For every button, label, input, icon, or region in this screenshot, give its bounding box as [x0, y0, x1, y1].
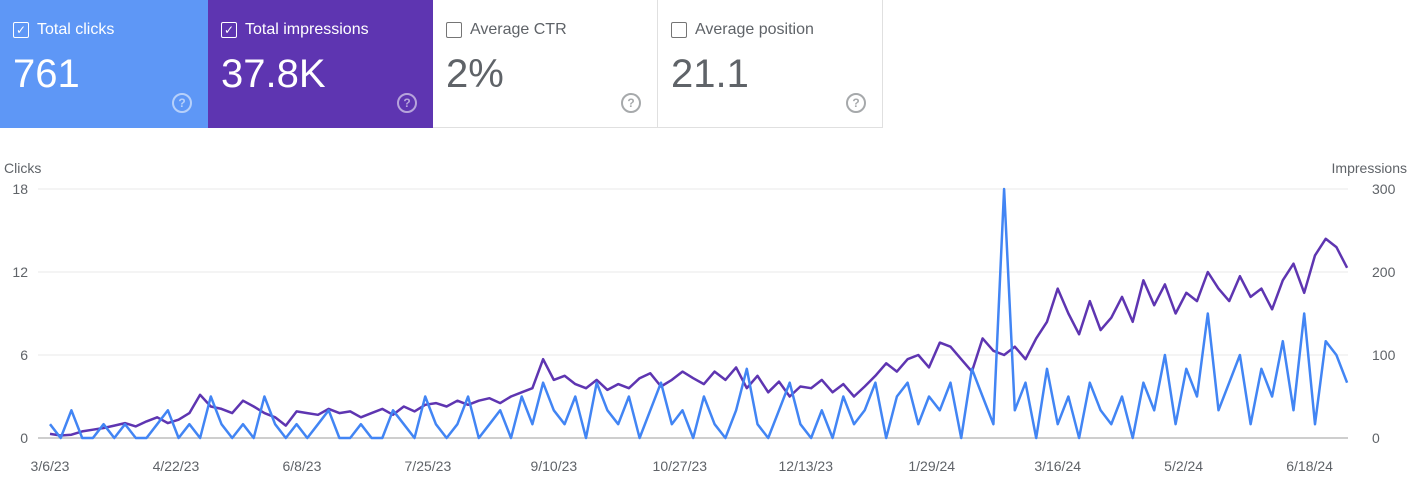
right-axis-tick: 200 [1372, 264, 1396, 280]
help-circle-icon[interactable]: ? [172, 93, 192, 113]
card-label: Average CTR [470, 21, 567, 38]
card-total-clicks[interactable]: ✓ Total clicks 761 ? [0, 0, 208, 128]
card-value: 21.1 [671, 52, 749, 96]
card-average-position[interactable]: Average position 21.1 ? [658, 0, 883, 128]
right-axis-tick: 100 [1372, 347, 1396, 363]
x-axis-tick: 6/18/24 [1286, 458, 1333, 474]
card-value: 2% [446, 52, 504, 96]
card-value: 761 [13, 52, 80, 96]
help-circle-icon[interactable]: ? [621, 93, 641, 113]
x-axis-tick: 3/6/23 [31, 458, 70, 474]
series-line-clicks [49, 187, 1349, 440]
x-axis-tick: 1/29/24 [908, 458, 955, 474]
metric-cards: ✓ Total clicks 761 ? ✓ Total impressions 3… [0, 0, 1415, 129]
left-axis-tick: 18 [12, 181, 28, 197]
card-label: Total clicks [37, 21, 115, 38]
x-axis-tick: 7/25/23 [405, 458, 452, 474]
left-axis-label: Clicks [4, 160, 41, 176]
performance-chart: Clicks Impressions 0 0 6 100 12 200 18 300 3/6/23 4… [4, 160, 1407, 474]
x-axis-tick: 12/13/23 [779, 458, 834, 474]
right-axis-tick: 300 [1372, 181, 1396, 197]
x-axis-tick: 3/16/24 [1034, 458, 1081, 474]
left-axis-tick: 6 [20, 347, 28, 363]
checkbox-checked-icon[interactable]: ✓ [221, 22, 237, 38]
checkbox-checked-icon[interactable]: ✓ [13, 22, 29, 38]
right-axis-label: Impressions [1332, 160, 1407, 176]
card-value: 37.8K [221, 52, 326, 96]
checkbox-unchecked-icon[interactable] [446, 22, 462, 38]
x-axis-tick: 4/22/23 [153, 458, 200, 474]
x-axis-tick: 9/10/23 [530, 458, 577, 474]
help-circle-icon[interactable]: ? [397, 93, 417, 113]
card-average-ctr[interactable]: Average CTR 2% ? [433, 0, 658, 128]
x-axis-tick: 6/8/23 [282, 458, 321, 474]
right-axis-tick: 0 [1372, 430, 1380, 446]
card-label: Total impressions [245, 21, 369, 38]
help-circle-icon[interactable]: ? [846, 93, 866, 113]
left-axis-tick: 0 [20, 430, 28, 446]
checkbox-unchecked-icon[interactable] [671, 22, 687, 38]
card-total-impressions[interactable]: ✓ Total impressions 37.8K ? [208, 0, 433, 128]
series-line-impressions [49, 237, 1349, 437]
card-label: Average position [695, 21, 814, 38]
left-axis-tick: 12 [12, 264, 28, 280]
x-axis-tick: 5/2/24 [1164, 458, 1203, 474]
x-axis-tick: 10/27/23 [653, 458, 708, 474]
